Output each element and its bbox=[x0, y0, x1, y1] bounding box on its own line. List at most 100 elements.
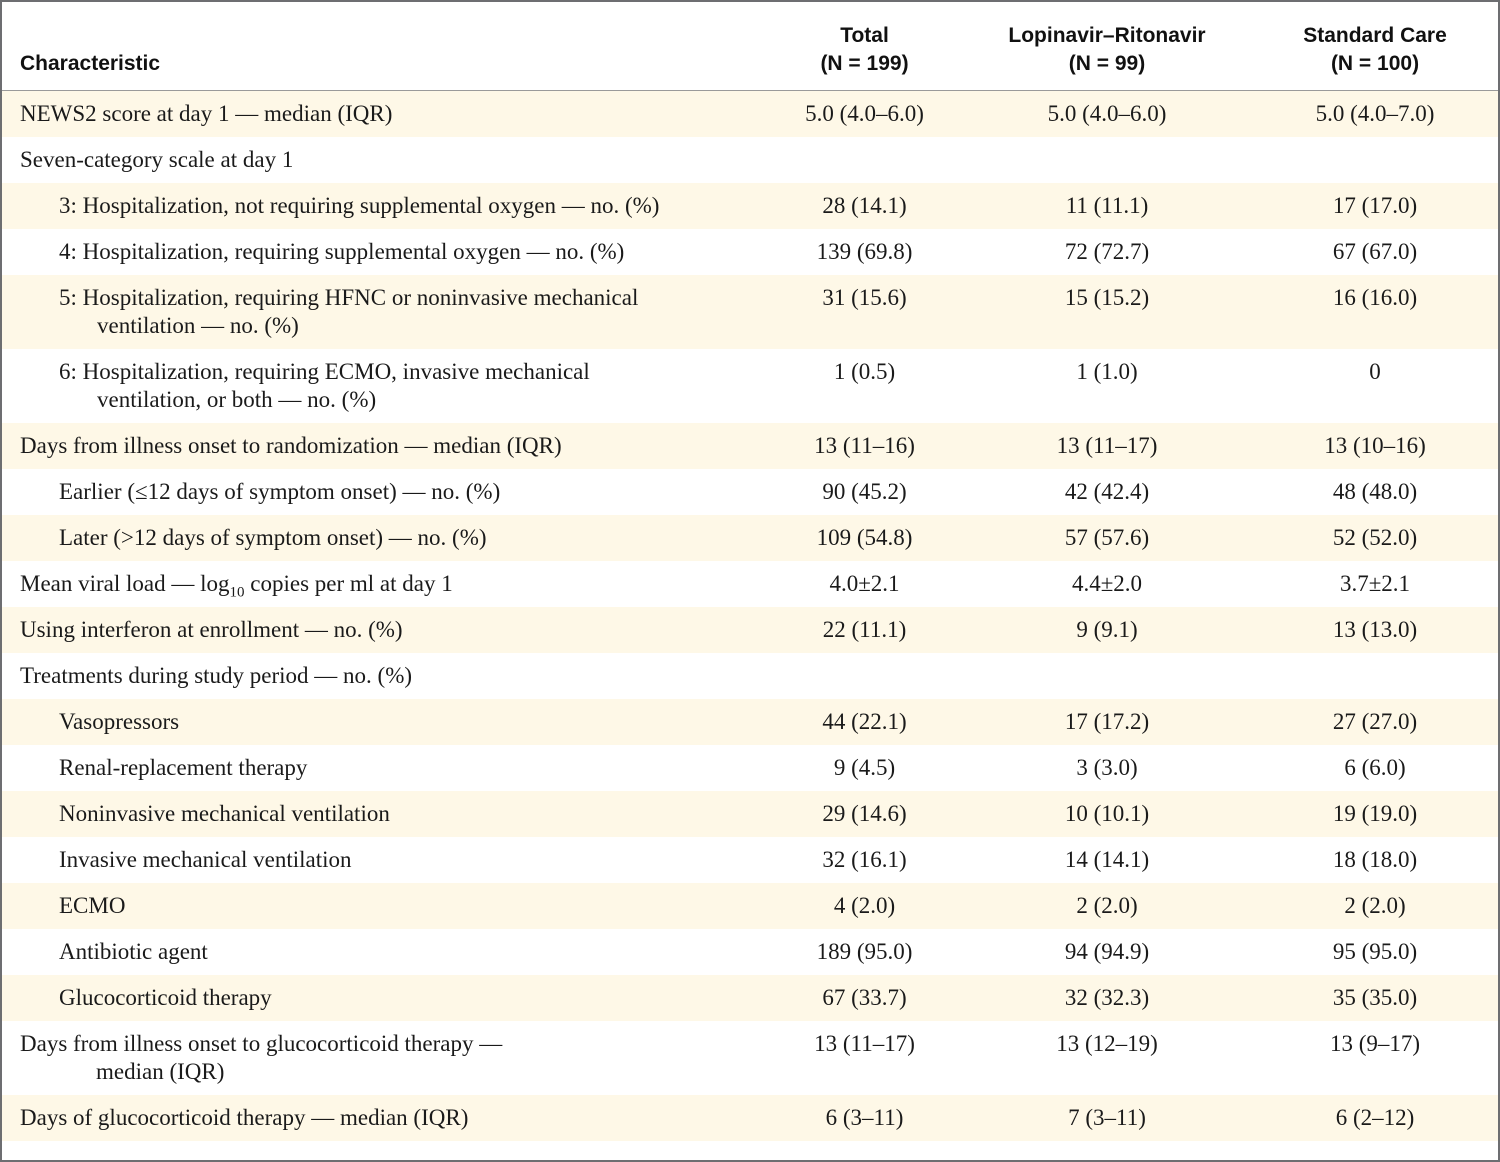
header-total-n: (N = 199) bbox=[820, 51, 909, 75]
cell-standard-care bbox=[1262, 653, 1498, 699]
row-label: Earlier (≤12 days of symptom onset) — no… bbox=[59, 478, 501, 504]
cell-lopinavir-ritonavir: 13 (11–17) bbox=[952, 422, 1262, 469]
row-label: Mean viral load — log10 copies per ml at… bbox=[2, 561, 747, 607]
header-sc-name: Standard Care bbox=[1303, 23, 1447, 47]
cell-total: 139 (69.8) bbox=[816, 238, 913, 264]
cell-lopinavir-ritonavir: 3 (3.0) bbox=[1076, 754, 1138, 780]
cell-standard-care: 67 (67.0) bbox=[1332, 238, 1418, 264]
cell-total: 22 (11.1) bbox=[747, 606, 952, 653]
row-label-continuation: ventilation — no. (%) bbox=[97, 312, 299, 338]
cell-total: 109 (54.8) bbox=[747, 514, 952, 561]
row-label: Invasive mechanical ventilation bbox=[59, 846, 352, 872]
row-label-subscript: 10 bbox=[229, 584, 245, 601]
table-row: 3: Hospitalization, not requiring supple… bbox=[2, 182, 1498, 229]
cell-total: 5.0 (4.0–6.0) bbox=[747, 90, 952, 137]
row-label: Using interferon at enrollment — no. (%) bbox=[2, 606, 747, 653]
header-standard-care: Standard Care (N = 100) bbox=[1262, 2, 1498, 90]
table-row: ECMO 4 (2.0) 2 (2.0) 2 (2.0) bbox=[2, 882, 1498, 929]
cell-total: 6 (3–11) bbox=[747, 1094, 952, 1141]
table-row: Days of glucocorticoid therapy — median … bbox=[2, 1094, 1498, 1141]
row-label-part: Mean viral load — log bbox=[20, 570, 230, 596]
cell-standard-care: 0 bbox=[1369, 358, 1381, 384]
row-label: Treatments during study period — no. (%) bbox=[20, 662, 413, 688]
cell-standard-care: 13 (10–16) bbox=[1262, 422, 1498, 469]
cell-lopinavir-ritonavir: 14 (14.1) bbox=[1064, 846, 1150, 872]
row-label-continuation: ventilation, or both — no. (%) bbox=[97, 386, 377, 412]
cell-lopinavir-ritonavir bbox=[952, 653, 1262, 699]
cell-total: 67 (33.7) bbox=[747, 974, 952, 1021]
table-row: Treatments during study period — no. (%) bbox=[2, 653, 1498, 699]
row-label: 3: Hospitalization, not requiring supple… bbox=[2, 182, 747, 229]
cell-standard-care: 5.0 (4.0–7.0) bbox=[1262, 90, 1498, 137]
row-label-line: 6: Hospitalization, requiring ECMO, inva… bbox=[59, 358, 590, 384]
cell-total: 4 (2.0) bbox=[747, 882, 952, 929]
cell-lopinavir-ritonavir: 17 (17.2) bbox=[952, 698, 1262, 745]
table-row: Earlier (≤12 days of symptom onset) — no… bbox=[2, 469, 1498, 515]
row-label-part: copies per ml at day 1 bbox=[244, 570, 453, 596]
header-lr-n: (N = 99) bbox=[1068, 51, 1146, 75]
row-label-line: 5: Hospitalization, requiring HFNC or no… bbox=[59, 284, 639, 310]
row-label: Days from illness onset to randomization… bbox=[2, 422, 747, 469]
cell-lopinavir-ritonavir: 11 (11.1) bbox=[952, 182, 1262, 229]
cell-lopinavir-ritonavir: 1 (1.0) bbox=[1076, 358, 1138, 384]
cell-lopinavir-ritonavir: 57 (57.6) bbox=[952, 514, 1262, 561]
row-label-continuation: median (IQR) bbox=[96, 1058, 225, 1084]
table-row: 6: Hospitalization, requiring ECMO, inva… bbox=[2, 349, 1498, 423]
header-characteristic: Characteristic bbox=[20, 51, 161, 75]
table-row: Days from illness onset to glucocorticoi… bbox=[2, 1021, 1498, 1095]
row-label: Noninvasive mechanical ventilation bbox=[2, 790, 747, 837]
cell-total: 4.0±2.1 bbox=[829, 570, 900, 596]
row-label: Glucocorticoid therapy bbox=[2, 974, 747, 1021]
table-row: Using interferon at enrollment — no. (%)… bbox=[2, 606, 1498, 653]
cell-standard-care bbox=[1262, 137, 1498, 183]
cell-lopinavir-ritonavir: 10 (10.1) bbox=[952, 790, 1262, 837]
row-label: Renal-replacement therapy bbox=[59, 754, 308, 780]
table-row: Renal-replacement therapy 9 (4.5) 3 (3.0… bbox=[2, 745, 1498, 791]
row-label: Seven-category scale at day 1 bbox=[20, 146, 294, 172]
header-lopinavir-ritonavir: Lopinavir–Ritonavir (N = 99) bbox=[952, 2, 1262, 90]
table-row: NEWS2 score at day 1 — median (IQR) 5.0 … bbox=[2, 90, 1498, 137]
cell-standard-care: 95 (95.0) bbox=[1332, 938, 1418, 964]
cell-lopinavir-ritonavir: 2 (2.0) bbox=[952, 882, 1262, 929]
cell-lopinavir-ritonavir: 9 (9.1) bbox=[952, 606, 1262, 653]
cell-standard-care: 35 (35.0) bbox=[1262, 974, 1498, 1021]
cell-standard-care: 17 (17.0) bbox=[1262, 182, 1498, 229]
cell-total bbox=[747, 653, 952, 699]
row-label-line: Days from illness onset to glucocorticoi… bbox=[20, 1030, 503, 1056]
cell-lopinavir-ritonavir: 72 (72.7) bbox=[1064, 238, 1150, 264]
cell-total: 90 (45.2) bbox=[822, 478, 907, 504]
cell-total: 9 (4.5) bbox=[833, 754, 896, 780]
cell-standard-care: 13 (13.0) bbox=[1262, 606, 1498, 653]
table-row: Seven-category scale at day 1 bbox=[2, 137, 1498, 183]
cell-standard-care: 6 (2–12) bbox=[1262, 1094, 1498, 1141]
table-row: 4: Hospitalization, requiring supplement… bbox=[2, 229, 1498, 275]
cell-standard-care: 3.7±2.1 bbox=[1339, 570, 1411, 596]
row-label: 4: Hospitalization, requiring supplement… bbox=[59, 238, 625, 264]
cell-lopinavir-ritonavir: 42 (42.4) bbox=[1064, 478, 1150, 504]
cell-standard-care: 2 (2.0) bbox=[1262, 882, 1498, 929]
cell-lopinavir-ritonavir: 7 (3–11) bbox=[952, 1094, 1262, 1141]
cell-total: 44 (22.1) bbox=[747, 698, 952, 745]
cell-lopinavir-ritonavir: 4.4±2.0 bbox=[1071, 570, 1143, 596]
cell-standard-care: 13 (9–17) bbox=[1329, 1030, 1421, 1056]
cell-standard-care: 48 (48.0) bbox=[1332, 478, 1418, 504]
table-row: 5: Hospitalization, requiring HFNC or no… bbox=[2, 274, 1498, 349]
cell-lopinavir-ritonavir: 13 (12–19) bbox=[1056, 1030, 1158, 1056]
cell-standard-care: 6 (6.0) bbox=[1344, 754, 1406, 780]
table-row: Vasopressors 44 (22.1) 17 (17.2) 27 (27.… bbox=[2, 698, 1498, 745]
row-label: 6: Hospitalization, requiring ECMO, inva… bbox=[2, 349, 747, 423]
cell-standard-care: 19 (19.0) bbox=[1262, 790, 1498, 837]
header-total-name: Total bbox=[840, 23, 889, 47]
row-label: 5: Hospitalization, requiring HFNC or no… bbox=[2, 274, 747, 349]
cell-total: 13 (11–17) bbox=[814, 1030, 915, 1056]
header-total: Total (N = 199) bbox=[747, 2, 952, 90]
table-row: Antibiotic agent 189 (95.0) 94 (94.9) 95… bbox=[2, 929, 1498, 975]
cell-total: 1 (0.5) bbox=[833, 358, 896, 384]
row-label: Days of glucocorticoid therapy — median … bbox=[2, 1094, 747, 1141]
table-row: Noninvasive mechanical ventilation 29 (1… bbox=[2, 790, 1498, 837]
cell-standard-care: 27 (27.0) bbox=[1262, 698, 1498, 745]
table-row: Glucocorticoid therapy 67 (33.7) 32 (32.… bbox=[2, 974, 1498, 1021]
table-header-row: Characteristic Total (N = 199) Lopinavir… bbox=[2, 2, 1498, 90]
cell-lopinavir-ritonavir: 5.0 (4.0–6.0) bbox=[952, 90, 1262, 137]
